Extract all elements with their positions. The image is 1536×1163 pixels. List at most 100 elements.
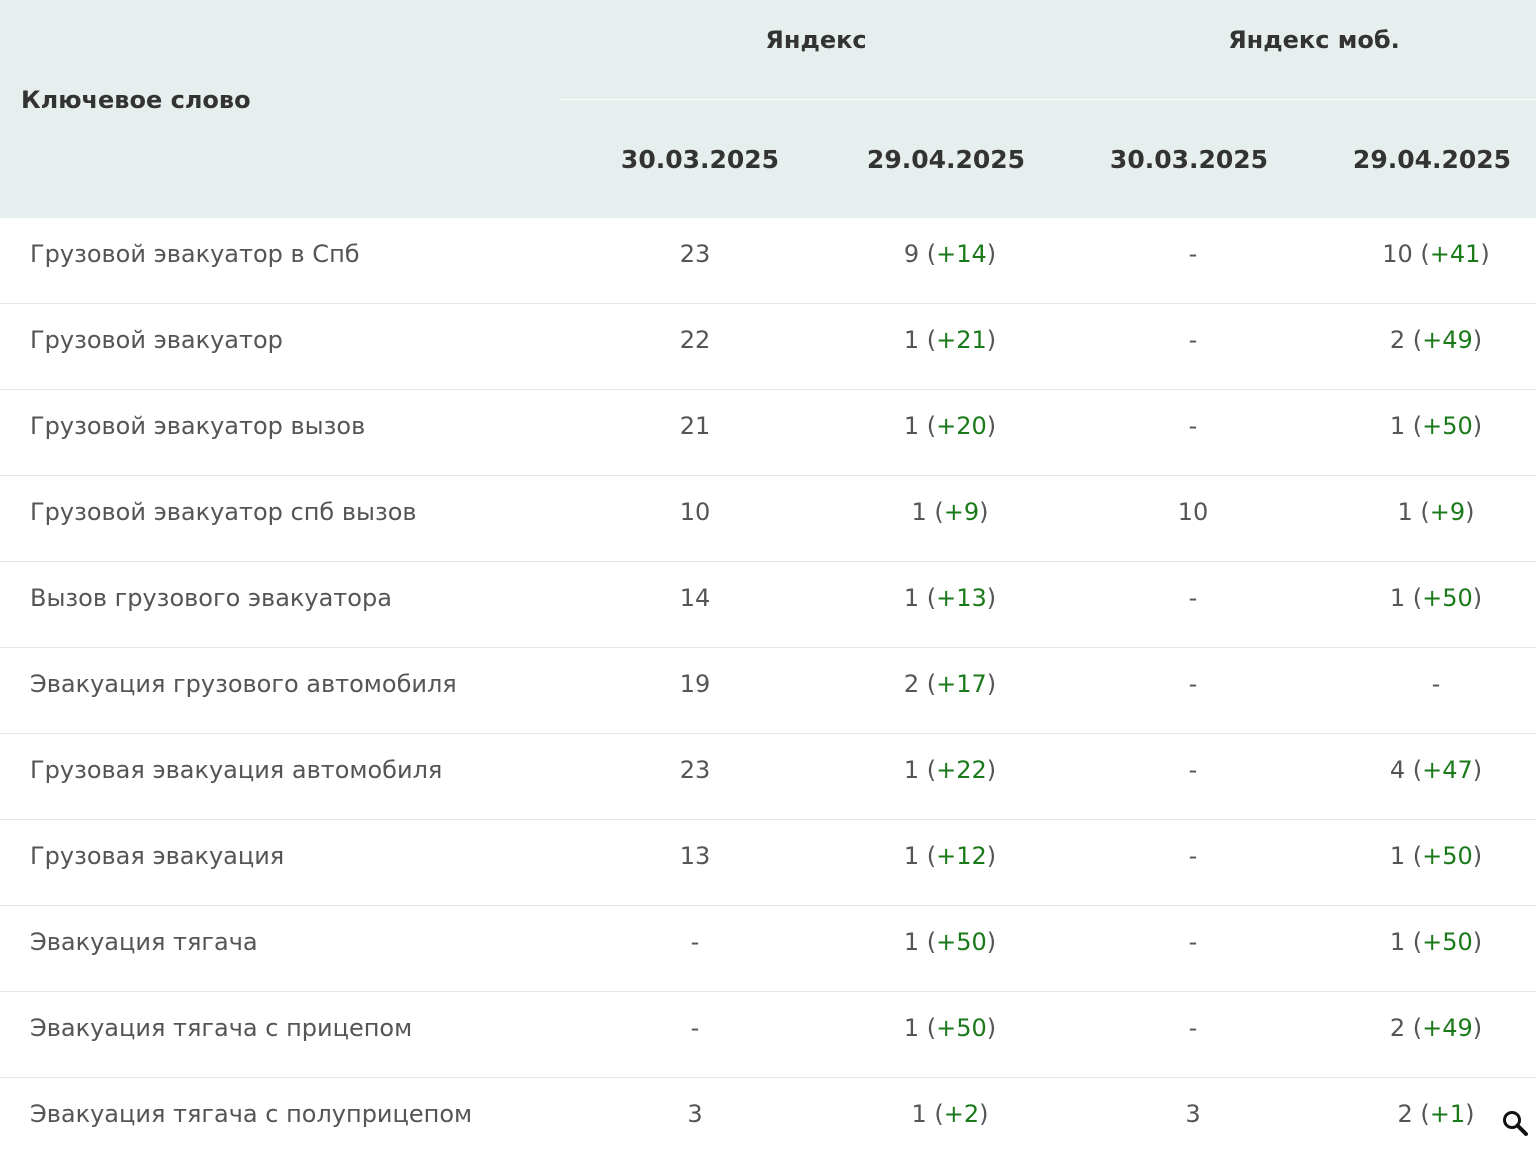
- position-cell: 1 (+50): [1389, 412, 1483, 440]
- position-change: +1: [1429, 1100, 1466, 1128]
- header-divider: [560, 99, 1536, 100]
- keyword-cell: Грузовой эвакуатор в Спб: [30, 240, 360, 268]
- position-change: +2: [943, 1100, 980, 1128]
- position-cell: 23: [573, 734, 817, 819]
- position-value: 23: [679, 240, 711, 268]
- table-row: Эвакуация тягача с полуприцепом 3 1 (+2) 3 2…: [0, 1078, 1536, 1163]
- table-row: Грузовой эвакуатор 22 1 (+21) - 2 (+49): [0, 304, 1536, 390]
- position-value: 10: [1382, 240, 1413, 268]
- position-change: +9: [1429, 498, 1466, 526]
- position-value: 1: [903, 928, 920, 956]
- table-row: Эвакуация тягача - 1 (+50) - 1 (+50): [0, 906, 1536, 992]
- position-value: 1: [911, 1100, 927, 1128]
- position-cell: -: [573, 906, 817, 991]
- position-value: -: [690, 1014, 700, 1042]
- position-cell: -: [1071, 562, 1315, 647]
- position-change: +50: [1422, 412, 1473, 440]
- position-value: -: [1188, 326, 1198, 354]
- position-change: +49: [1422, 1014, 1473, 1042]
- position-change: +50: [1422, 928, 1473, 956]
- table-row: Грузовой эвакуатор вызов 21 1 (+20) - 1 (+50…: [0, 390, 1536, 476]
- position-cell: -: [573, 992, 817, 1077]
- position-value: 13: [679, 842, 711, 870]
- position-value: -: [1188, 412, 1198, 440]
- position-cell: 21: [573, 390, 817, 475]
- position-value: 1: [903, 412, 920, 440]
- position-change: +17: [936, 670, 987, 698]
- position-value: 1: [903, 842, 920, 870]
- keyword-cell: Грузовой эвакуатор спб вызов: [30, 498, 417, 526]
- position-cell: -: [1314, 648, 1536, 733]
- position-cell: 1 (+9): [911, 498, 989, 526]
- position-cell: -: [1071, 992, 1315, 1077]
- position-value: -: [1188, 928, 1198, 956]
- position-value: -: [1188, 670, 1198, 698]
- position-value: 14: [679, 584, 711, 612]
- position-cell: 19: [573, 648, 817, 733]
- position-change: +14: [936, 240, 987, 268]
- position-value: -: [1188, 842, 1198, 870]
- position-cell: 2 (+17): [903, 670, 997, 698]
- position-change: +50: [936, 928, 987, 956]
- position-cell: 3: [1071, 1078, 1315, 1163]
- magnifier-icon[interactable]: [1500, 1108, 1530, 1138]
- position-value: 3: [1185, 1100, 1201, 1128]
- column-header-date: 30.03.2025: [620, 145, 780, 174]
- position-value: 23: [679, 756, 711, 784]
- position-cell: 1 (+50): [903, 1014, 997, 1042]
- position-cell: 14: [573, 562, 817, 647]
- position-cell: 22: [573, 304, 817, 389]
- position-value: 4: [1389, 756, 1406, 784]
- position-value: 1: [1389, 412, 1406, 440]
- position-change: +13: [936, 584, 987, 612]
- position-cell: 3: [573, 1078, 817, 1163]
- position-cell: 1 (+21): [903, 326, 997, 354]
- position-cell: 1 (+50): [903, 928, 997, 956]
- table-row: Грузовой эвакуатор спб вызов 10 1 (+9) 10 1 …: [0, 476, 1536, 562]
- keyword-cell: Эвакуация тягача с полуприцепом: [30, 1100, 473, 1128]
- position-cell: 1 (+13): [903, 584, 997, 612]
- position-value: 1: [1389, 584, 1406, 612]
- position-cell: 1 (+9): [1397, 498, 1475, 526]
- keyword-cell: Эвакуация тягача с прицепом: [30, 1014, 413, 1042]
- position-value: 10: [1177, 498, 1209, 526]
- position-change: +12: [936, 842, 987, 870]
- position-value: 3: [687, 1100, 703, 1128]
- keyword-cell: Грузовой эвакуатор вызов: [30, 412, 366, 440]
- position-cell: 13: [573, 820, 817, 905]
- position-cell: -: [1071, 648, 1315, 733]
- position-cell: 10: [573, 476, 817, 561]
- position-cell: 4 (+47): [1389, 756, 1483, 784]
- position-value: 1: [903, 326, 920, 354]
- position-cell: 2 (+49): [1389, 1014, 1483, 1042]
- column-header-date: 29.04.2025: [866, 145, 1026, 174]
- position-change: +47: [1422, 756, 1473, 784]
- position-value: 9: [903, 240, 920, 268]
- position-value: 1: [1389, 928, 1406, 956]
- table-row: Грузовая эвакуация автомобиля 23 1 (+22) - 4…: [0, 734, 1536, 820]
- position-value: 21: [679, 412, 711, 440]
- position-cell: -: [1071, 734, 1315, 819]
- keyword-cell: Эвакуация грузового автомобиля: [30, 670, 457, 698]
- table-header: Ключевое слово Яндекс Яндекс моб. 30.03.…: [0, 0, 1536, 218]
- column-group-yandex-mobile: Яндекс моб.: [1228, 26, 1400, 54]
- column-group-yandex: Яндекс: [765, 26, 867, 54]
- keyword-cell: Грузовая эвакуация: [30, 842, 285, 870]
- position-cell: 10: [1071, 476, 1315, 561]
- position-value: 1: [903, 1014, 920, 1042]
- keyword-cell: Грузовая эвакуация автомобиля: [30, 756, 443, 784]
- position-value: 2: [903, 670, 920, 698]
- position-change: +50: [936, 1014, 987, 1042]
- position-change: +41: [1429, 240, 1481, 268]
- column-header-keyword: Ключевое слово: [21, 86, 251, 114]
- position-value: -: [1188, 584, 1198, 612]
- position-cell: -: [1071, 906, 1315, 991]
- position-cell: 2 (+49): [1389, 326, 1483, 354]
- table-row: Грузовая эвакуация 13 1 (+12) - 1 (+50): [0, 820, 1536, 906]
- table-row: Вызов грузового эвакуатора 14 1 (+13) - 1 (+…: [0, 562, 1536, 648]
- position-cell: 1 (+50): [1389, 928, 1483, 956]
- position-change: +21: [936, 326, 987, 354]
- position-cell: -: [1071, 390, 1315, 475]
- position-value: -: [690, 928, 700, 956]
- position-cell: 1 (+20): [903, 412, 997, 440]
